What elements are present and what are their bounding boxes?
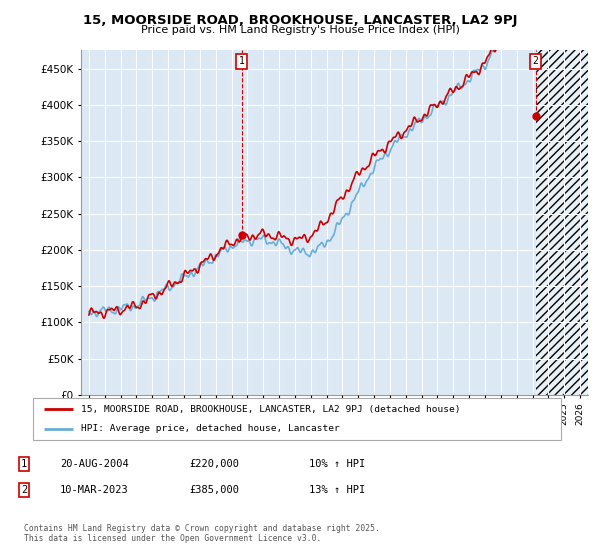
Text: £220,000: £220,000 <box>189 459 239 469</box>
Bar <box>536 50 588 395</box>
FancyBboxPatch shape <box>33 398 561 440</box>
Text: 10-MAR-2023: 10-MAR-2023 <box>60 485 129 495</box>
Text: 20-AUG-2004: 20-AUG-2004 <box>60 459 129 469</box>
Text: 2: 2 <box>533 56 538 66</box>
Text: 1: 1 <box>21 459 27 469</box>
Text: 15, MOORSIDE ROAD, BROOKHOUSE, LANCASTER, LA2 9PJ (detached house): 15, MOORSIDE ROAD, BROOKHOUSE, LANCASTER… <box>80 405 460 414</box>
Text: 15, MOORSIDE ROAD, BROOKHOUSE, LANCASTER, LA2 9PJ: 15, MOORSIDE ROAD, BROOKHOUSE, LANCASTER… <box>83 14 517 27</box>
Text: Contains HM Land Registry data © Crown copyright and database right 2025.
This d: Contains HM Land Registry data © Crown c… <box>24 524 380 543</box>
Text: 2: 2 <box>21 485 27 495</box>
Text: Price paid vs. HM Land Registry's House Price Index (HPI): Price paid vs. HM Land Registry's House … <box>140 25 460 35</box>
Text: 13% ↑ HPI: 13% ↑ HPI <box>309 485 365 495</box>
Text: 1: 1 <box>239 56 245 66</box>
Bar <box>536 50 588 395</box>
Text: 10% ↑ HPI: 10% ↑ HPI <box>309 459 365 469</box>
Text: £385,000: £385,000 <box>189 485 239 495</box>
Text: HPI: Average price, detached house, Lancaster: HPI: Average price, detached house, Lanc… <box>80 424 339 433</box>
